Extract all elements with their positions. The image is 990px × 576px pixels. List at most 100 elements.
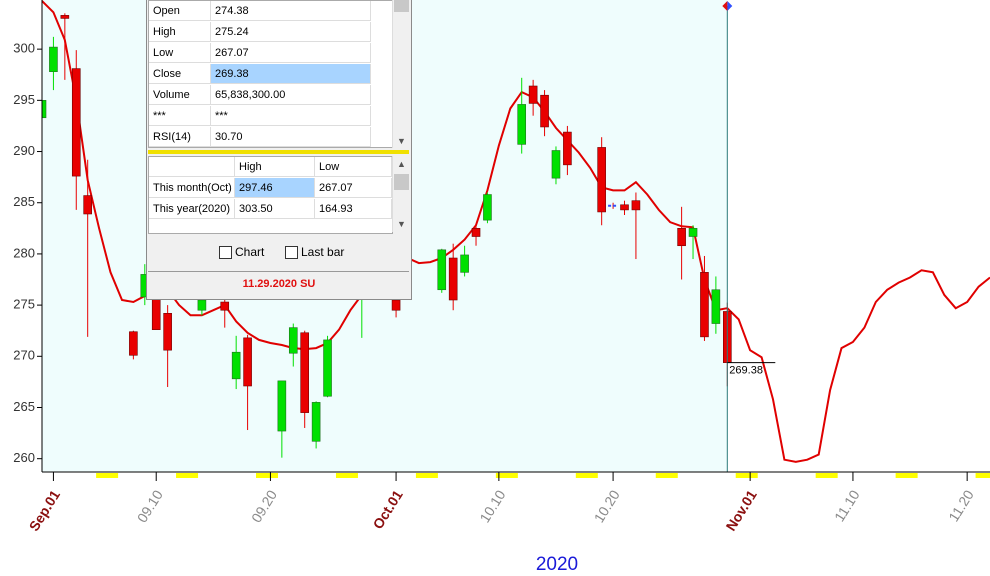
candle-body <box>483 194 492 221</box>
weekend-marker <box>655 473 678 478</box>
y-tick-label: 270 <box>13 348 35 363</box>
y-tick-label: 295 <box>13 92 35 107</box>
candle-body <box>597 147 606 213</box>
candle-body <box>563 131 572 166</box>
candle-body <box>231 351 241 380</box>
weekend-marker <box>575 473 598 478</box>
row-value: 164.93 <box>315 199 392 219</box>
candle-body <box>391 299 401 311</box>
row-value: 65,838,300.00 <box>211 85 371 105</box>
scrollbar[interactable]: ▲ ▼ <box>392 156 410 232</box>
row-label: High <box>149 22 211 42</box>
candle-body <box>471 228 481 237</box>
weekend-marker <box>415 473 438 478</box>
weekend-marker <box>495 473 518 478</box>
summary-table: High Low This month(Oct) 297.46 267.07 T… <box>148 156 393 234</box>
row-value: 297.46 <box>235 178 315 198</box>
candle-body <box>551 150 561 179</box>
weekend-marker <box>735 473 758 478</box>
candle-body <box>277 380 287 432</box>
info-panel: Open 274.38 High 275.24 Low 267.07 Close… <box>146 0 412 300</box>
weekend-marker <box>176 473 199 478</box>
row-label: Low <box>149 43 211 63</box>
x-tick-label: 11.20 <box>945 487 977 524</box>
weekend-marker <box>335 473 358 478</box>
candle-body <box>528 85 538 104</box>
candle-body <box>71 68 81 177</box>
checkbox[interactable]: Last bar <box>285 245 344 259</box>
checkbox-label: Last bar <box>301 245 345 259</box>
weekend-marker <box>96 473 119 478</box>
x-tick-label: 10.10 <box>476 487 508 525</box>
last-price-label: 269.38 <box>729 365 763 377</box>
candle-body <box>517 104 527 145</box>
row-label: RSI(14) <box>149 127 211 147</box>
candle-body <box>163 313 172 351</box>
header-cell <box>149 157 235 177</box>
candle-body <box>129 331 138 356</box>
candle-body <box>437 249 447 291</box>
cursor-marker <box>722 1 728 11</box>
y-tick-label: 285 <box>13 194 35 209</box>
row-value: 275.24 <box>211 22 371 42</box>
row-label: *** <box>149 106 211 126</box>
row-value: *** <box>211 106 371 126</box>
checkbox[interactable]: Chart <box>219 245 264 259</box>
y-tick-label: 275 <box>13 297 35 312</box>
divider <box>148 150 409 154</box>
candle-body <box>288 327 298 354</box>
checkbox-label: Chart <box>235 245 265 259</box>
x-tick-label: Oct.01 <box>370 487 406 532</box>
y-tick-label: 290 <box>13 143 35 158</box>
row-label: Open <box>149 1 211 21</box>
separator <box>148 271 409 272</box>
x-tick-label: 10.20 <box>591 487 623 525</box>
candle-body <box>243 337 252 387</box>
candle-body <box>49 46 58 72</box>
candle-body <box>700 272 709 338</box>
candle-body <box>311 402 321 442</box>
x-tick-label: Nov.01 <box>722 487 759 534</box>
candle-body <box>83 195 92 215</box>
y-tick-label: 265 <box>13 399 35 414</box>
candle-body <box>448 257 458 301</box>
header-cell: Low <box>315 157 392 177</box>
candle-body <box>540 94 549 128</box>
row-label: This month(Oct) <box>149 178 235 198</box>
candle-body <box>711 289 721 324</box>
candle-body <box>220 301 230 311</box>
candle-body <box>323 339 332 397</box>
candle-body <box>631 200 641 211</box>
row-label: Close <box>149 64 211 84</box>
candle-body <box>677 228 686 247</box>
x-tick-label: 09.10 <box>134 487 166 525</box>
row-value: 30.70 <box>211 127 371 147</box>
row-value: 303.50 <box>235 199 315 219</box>
x-tick-label: 09.20 <box>248 487 280 525</box>
scrollbar[interactable]: ▼ <box>392 0 410 148</box>
weekend-marker <box>256 473 279 478</box>
candle-body <box>60 15 70 19</box>
y-tick-label: 280 <box>13 245 35 260</box>
weekend-marker <box>895 473 918 478</box>
y-tick-label: 300 <box>13 41 35 56</box>
row-label: Volume <box>149 85 211 105</box>
row-value: 267.07 <box>315 178 392 198</box>
candle-body <box>460 254 469 273</box>
candle-body <box>620 204 629 211</box>
price-table: Open 274.38 High 275.24 Low 267.07 Close… <box>148 0 393 148</box>
row-label: This year(2020) <box>149 199 235 219</box>
x-axis-label: 2020 <box>536 554 578 575</box>
candle-body <box>197 299 207 311</box>
x-tick-label: 11.10 <box>831 487 863 524</box>
status-text: 11.29.2020 SU <box>242 278 316 290</box>
row-value: 269.38 <box>211 64 371 84</box>
candle-body <box>688 228 698 237</box>
row-value: 274.38 <box>211 1 371 21</box>
row-value: 267.07 <box>211 43 371 63</box>
weekend-marker <box>815 473 838 478</box>
line <box>42 0 990 463</box>
candle-body <box>300 332 309 413</box>
candle-body <box>42 100 47 119</box>
